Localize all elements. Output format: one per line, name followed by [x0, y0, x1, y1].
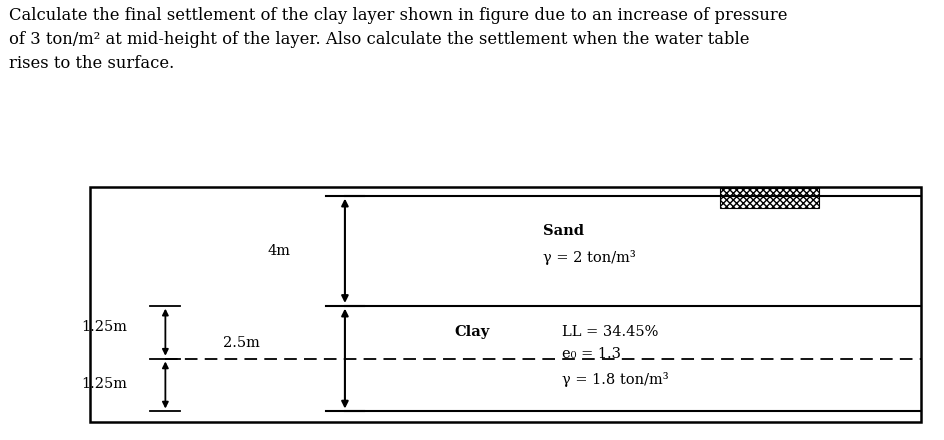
Text: γ = 1.8 ton/m³: γ = 1.8 ton/m³	[562, 372, 668, 387]
Text: Calculate the final settlement of the clay layer shown in figure due to an incre: Calculate the final settlement of the cl…	[9, 7, 787, 24]
Bar	[719, 188, 818, 208]
Text: e₀ = 1.3: e₀ = 1.3	[562, 347, 620, 361]
Text: of 3 ton/m² at mid-height of the layer. Also calculate the settlement when the w: of 3 ton/m² at mid-height of the layer. …	[9, 31, 750, 48]
Text: Sand: Sand	[543, 224, 583, 238]
Bar	[90, 187, 920, 422]
Text: 2.5m: 2.5m	[222, 336, 260, 350]
Text: Clay: Clay	[454, 325, 490, 339]
Text: LL = 34.45%: LL = 34.45%	[562, 325, 658, 339]
Text: 4m: 4m	[267, 244, 290, 258]
Text: 1.25m: 1.25m	[81, 320, 127, 334]
Text: γ = 2 ton/m³: γ = 2 ton/m³	[543, 250, 635, 265]
Text: 1.25m: 1.25m	[81, 377, 127, 391]
Text: rises to the surface.: rises to the surface.	[9, 55, 175, 72]
